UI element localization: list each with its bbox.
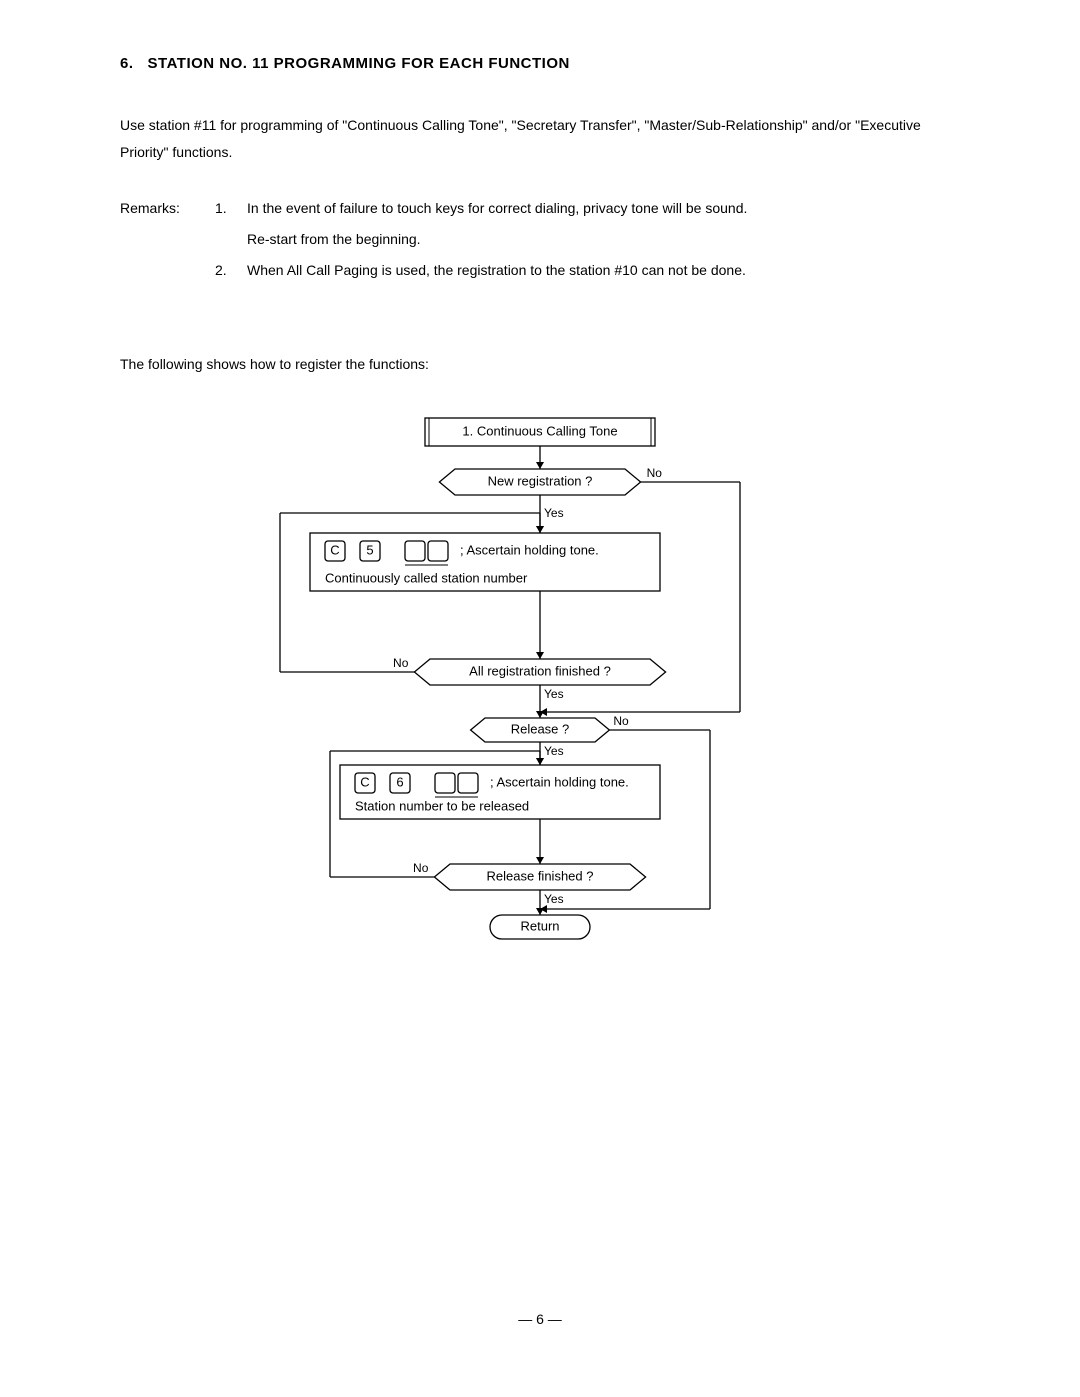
remarks-block: Remarks: 1. In the event of failure to t… [120, 193, 960, 285]
svg-text:5: 5 [366, 542, 373, 557]
flowchart: 1. Continuous Calling Tone New registrati… [240, 412, 840, 972]
svg-text:No: No [613, 714, 629, 728]
remark-line: Re-start from the beginning. [247, 224, 960, 255]
svg-text:Continuously called station nu: Continuously called station number [325, 570, 528, 585]
svg-text:C: C [330, 542, 339, 557]
remark-num: 1. [215, 193, 247, 255]
svg-text:No: No [413, 861, 429, 875]
svg-text:C: C [360, 774, 369, 789]
svg-text:; Ascertain holding tone.: ; Ascertain holding tone. [490, 774, 629, 789]
page-number: — 6 — [0, 1311, 1080, 1327]
svg-text:Yes: Yes [544, 892, 564, 906]
svg-text:All registration finished ?: All registration finished ? [469, 663, 611, 678]
page: 6. STATION NO. 11 PROGRAMMING FOR EACH F… [0, 0, 1080, 1397]
svg-text:; Ascertain holding tone.: ; Ascertain holding tone. [460, 542, 599, 557]
section-number: 6. [120, 55, 134, 72]
svg-text:No: No [647, 466, 663, 480]
remark-num: 2. [215, 255, 247, 286]
svg-text:Yes: Yes [544, 744, 564, 758]
svg-text:Station number to be released: Station number to be released [355, 798, 529, 813]
svg-text:Yes: Yes [544, 506, 564, 520]
remark-line: In the event of failure to touch keys fo… [247, 193, 960, 224]
remarks-list: 1. In the event of failure to touch keys… [215, 193, 960, 285]
following-text: The following shows how to register the … [120, 356, 960, 372]
svg-text:Release ?: Release ? [511, 721, 570, 736]
remark-text: When All Call Paging is used, the regist… [247, 255, 960, 286]
section-heading: STATION NO. 11 PROGRAMMING FOR EACH FUNC… [148, 55, 570, 72]
remarks-label: Remarks: [120, 193, 215, 285]
remark-text: In the event of failure to touch keys fo… [247, 193, 960, 255]
svg-text:1. Continuous Calling Tone: 1. Continuous Calling Tone [462, 423, 617, 438]
svg-text:6: 6 [396, 774, 403, 789]
svg-text:Release finished ?: Release finished ? [487, 868, 594, 883]
svg-text:No: No [393, 656, 409, 670]
remark-line: When All Call Paging is used, the regist… [247, 255, 960, 286]
svg-text:New registration ?: New registration ? [488, 473, 593, 488]
intro-paragraph: Use station #11 for programming of "Cont… [120, 112, 960, 165]
section-title: 6. STATION NO. 11 PROGRAMMING FOR EACH F… [120, 55, 960, 72]
svg-text:Yes: Yes [544, 687, 564, 701]
remark-item: 2. When All Call Paging is used, the reg… [215, 255, 960, 286]
svg-text:Return: Return [520, 918, 559, 933]
remark-item: 1. In the event of failure to touch keys… [215, 193, 960, 255]
